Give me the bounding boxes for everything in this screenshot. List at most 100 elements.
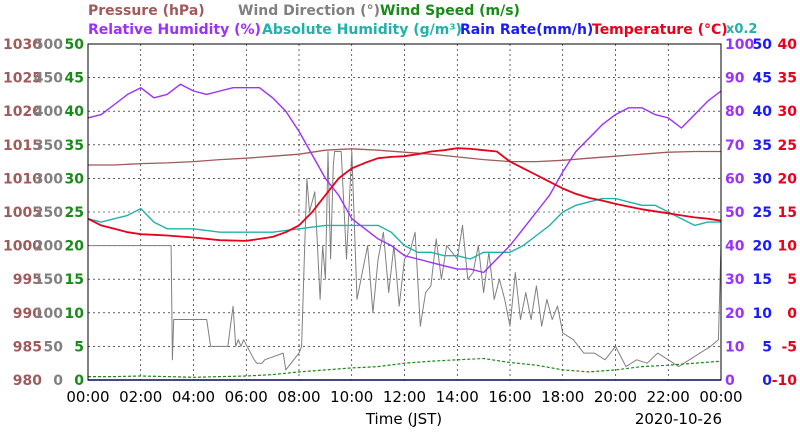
x-tick-label: 16:00 bbox=[488, 388, 531, 406]
y-tick-label: 30 bbox=[725, 272, 745, 288]
y-tick-label: 400 bbox=[34, 104, 63, 120]
y-tick-label: 20 bbox=[65, 239, 85, 255]
y-tick-label: 1030 bbox=[3, 37, 42, 53]
y-tick-label: 10 bbox=[725, 339, 745, 355]
x-tick-label: 02:00 bbox=[119, 388, 162, 406]
y-tick-label: 0 bbox=[762, 373, 772, 389]
y-tick-label: 985 bbox=[13, 339, 42, 355]
y-tick-label: 100 bbox=[34, 306, 63, 322]
y-tick-label: 45 bbox=[753, 71, 772, 87]
y-tick-label: 1020 bbox=[3, 104, 42, 120]
y-tick-label: 980 bbox=[13, 373, 42, 389]
series-line-relative-humidity bbox=[87, 83, 722, 274]
y-tick-label: 5 bbox=[762, 339, 772, 355]
legend-scale-note: x0.2 bbox=[726, 22, 757, 37]
y-tick-label: 45 bbox=[65, 71, 84, 87]
y-tick-label: 35 bbox=[65, 138, 84, 154]
x-tick-label: 14:00 bbox=[436, 388, 479, 406]
y-tick-label: 60 bbox=[725, 171, 745, 187]
x-tick-label: 18:00 bbox=[541, 388, 584, 406]
y-tick-label: 50 bbox=[753, 37, 773, 53]
x-tick-label: 22:00 bbox=[647, 388, 690, 406]
x-tick-label: 00:00 bbox=[699, 388, 742, 406]
y-tick-label: 15 bbox=[65, 272, 84, 288]
legend-item: Relative Humidity (%) bbox=[88, 22, 261, 38]
y-tick-label: 10 bbox=[753, 306, 773, 322]
y-tick-label: 90 bbox=[725, 71, 745, 87]
y-tick-label: 50 bbox=[65, 37, 85, 53]
y-tick-label: 20 bbox=[753, 239, 773, 255]
y-tick-label: 0 bbox=[725, 373, 735, 389]
y-tick-label: 150 bbox=[34, 272, 63, 288]
legend-item: Temperature (°C) bbox=[592, 22, 728, 38]
y-tick-label: 10 bbox=[65, 306, 85, 322]
y-tick-label: 70 bbox=[725, 138, 745, 154]
series-line-absolute-humidity bbox=[87, 197, 721, 260]
y-tick-label: 25 bbox=[778, 138, 797, 154]
series-line-pressure bbox=[88, 148, 721, 166]
y-tick-label: 200 bbox=[34, 239, 63, 255]
y-tick-label: 995 bbox=[13, 272, 42, 288]
y-tick-label: 10 bbox=[778, 239, 798, 255]
x-tick-label: 00:00 bbox=[66, 388, 109, 406]
y-tick-label: 25 bbox=[65, 205, 84, 221]
y-tick-label: 1010 bbox=[3, 171, 42, 187]
y-tick-label: 1000 bbox=[3, 239, 42, 255]
date-label: 2020-10-26 bbox=[635, 410, 722, 428]
y-tick-label: 100 bbox=[725, 37, 754, 53]
legend-item: Pressure (hPa) bbox=[88, 3, 205, 19]
plot-frame bbox=[87, 43, 722, 381]
legend: Pressure (hPa) Wind Direction (°) Wind Spe… bbox=[88, 3, 757, 38]
y-tick-label: 0 bbox=[787, 306, 797, 322]
legend-item: Wind Speed (m/s) bbox=[380, 3, 520, 19]
y-tick-label: 50 bbox=[44, 339, 64, 355]
y-tick-label: 30 bbox=[65, 171, 85, 187]
legend-item: Absolute Humidity (g/m³) bbox=[262, 22, 462, 38]
y-tick-label: 500 bbox=[34, 37, 63, 53]
y-tick-label: 0 bbox=[74, 373, 84, 389]
y-tick-label: 35 bbox=[778, 71, 797, 87]
x-axis-label: Time (JST) bbox=[365, 410, 442, 428]
y-tick-label: 350 bbox=[34, 138, 63, 154]
y-tick-label: 1005 bbox=[3, 205, 42, 221]
y-tick-label: 35 bbox=[753, 138, 772, 154]
y-tick-label: 40 bbox=[753, 104, 773, 120]
y-tick-label: 990 bbox=[13, 306, 42, 322]
y-tick-label: 20 bbox=[778, 171, 798, 187]
x-tick-label: 20:00 bbox=[594, 388, 637, 406]
y-tick-label: 50 bbox=[725, 205, 745, 221]
grid bbox=[88, 44, 721, 380]
y-tick-label: 450 bbox=[34, 71, 63, 87]
y-tick-label: 250 bbox=[34, 205, 63, 221]
y-tick-label: 0 bbox=[53, 373, 63, 389]
y-tick-label: 300 bbox=[34, 171, 63, 187]
y-tick-label: 1025 bbox=[3, 71, 42, 87]
x-tick-label: 12:00 bbox=[383, 388, 426, 406]
series-line-wind-speed bbox=[88, 357, 722, 378]
y-tick-label: 5 bbox=[74, 339, 84, 355]
y-tick-label: 40 bbox=[65, 104, 85, 120]
y-tick-label: 30 bbox=[753, 171, 773, 187]
y-tick-label: 40 bbox=[778, 37, 798, 53]
axis-ticks: 00:00 02:00 04:00 06:00 08:00 10:00 12:00 14:00… bbox=[3, 37, 797, 406]
series-line-wind-direction bbox=[88, 151, 722, 371]
y-tick-label: 15 bbox=[753, 272, 772, 288]
y-tick-label: -5 bbox=[781, 339, 797, 355]
y-tick-label: 15 bbox=[778, 205, 797, 221]
y-tick-label: 30 bbox=[778, 104, 798, 120]
y-tick-label: 20 bbox=[725, 306, 745, 322]
y-tick-label: 25 bbox=[753, 205, 772, 221]
y-tick-label: 40 bbox=[725, 239, 745, 255]
series-line-temperature bbox=[87, 147, 722, 242]
legend-item: Rain Rate(mm/h) bbox=[460, 22, 593, 38]
y-tick-label: 80 bbox=[725, 104, 745, 120]
x-tick-label: 04:00 bbox=[172, 388, 215, 406]
y-tick-label: 1015 bbox=[3, 138, 42, 154]
legend-item: Wind Direction (°) bbox=[238, 3, 380, 19]
x-tick-label: 10:00 bbox=[330, 388, 373, 406]
y-tick-label: 5 bbox=[787, 272, 797, 288]
x-tick-label: 06:00 bbox=[225, 388, 268, 406]
x-tick-label: 08:00 bbox=[277, 388, 320, 406]
y-tick-label: -10 bbox=[772, 373, 798, 389]
